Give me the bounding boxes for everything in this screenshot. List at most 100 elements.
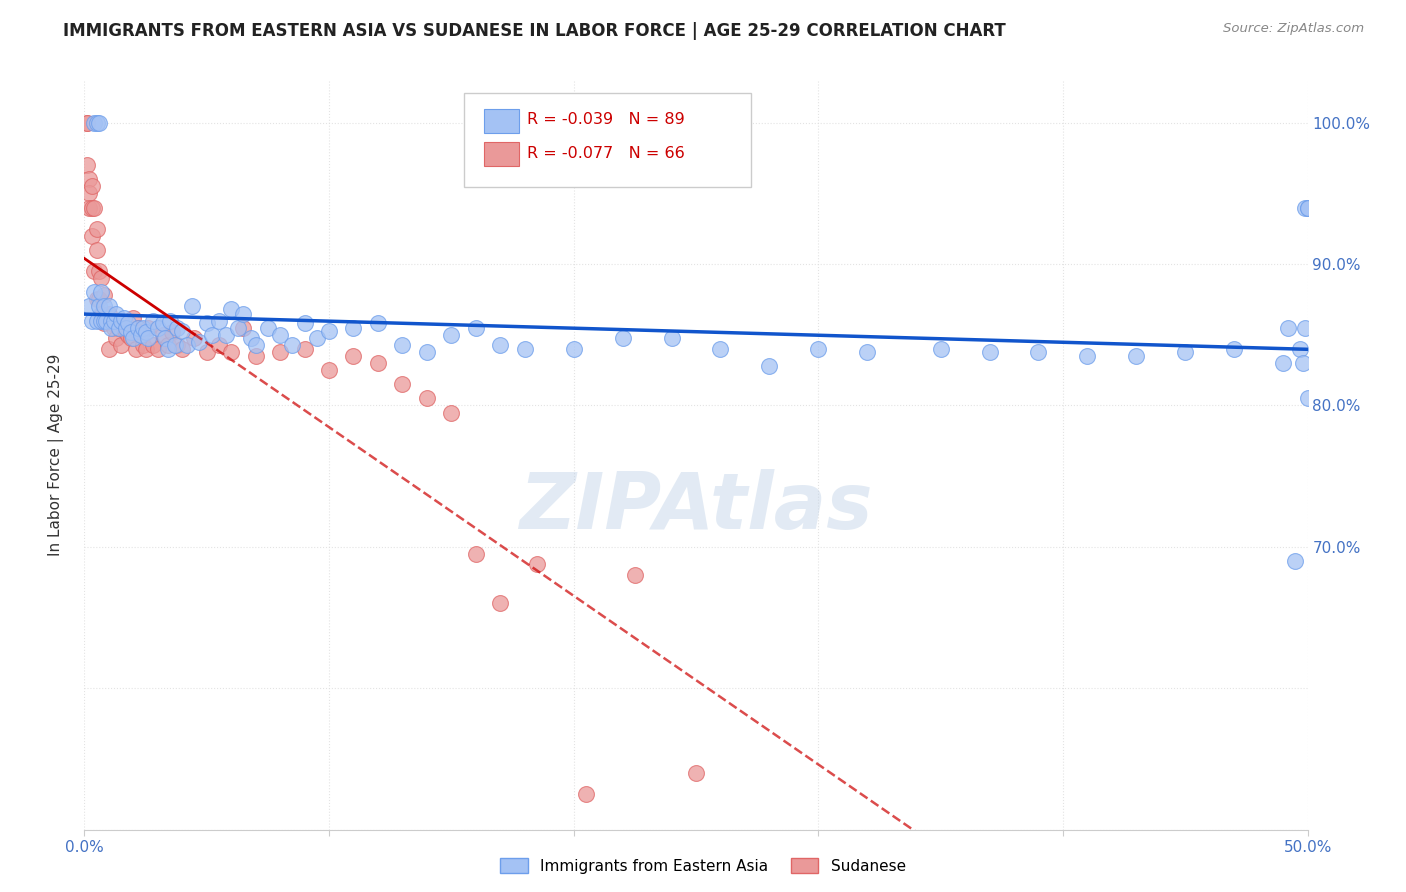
Point xyxy=(87,300,110,314)
Point xyxy=(129,325,152,339)
Point xyxy=(83,264,105,278)
Point xyxy=(1289,342,1312,356)
Point xyxy=(305,330,328,344)
Text: R = -0.077   N = 66: R = -0.077 N = 66 xyxy=(527,146,685,161)
Point xyxy=(391,377,413,392)
Point xyxy=(215,327,238,342)
FancyBboxPatch shape xyxy=(464,93,751,186)
Point xyxy=(153,330,176,344)
Point xyxy=(159,313,181,327)
Point xyxy=(758,359,780,373)
Point xyxy=(342,320,364,334)
Point xyxy=(181,300,204,314)
Point xyxy=(464,547,486,561)
Point xyxy=(120,325,142,339)
Point xyxy=(93,317,115,331)
Point xyxy=(166,320,188,334)
Point xyxy=(83,116,105,130)
Point xyxy=(188,334,211,349)
Point xyxy=(513,342,536,356)
Point xyxy=(1296,201,1319,215)
Point xyxy=(1294,201,1316,215)
Point xyxy=(77,186,100,201)
Point xyxy=(77,300,100,314)
Point xyxy=(318,363,340,377)
Point xyxy=(1294,320,1316,334)
Point xyxy=(440,327,463,342)
Point xyxy=(1292,356,1315,370)
Legend: Immigrants from Eastern Asia, Sudanese: Immigrants from Eastern Asia, Sudanese xyxy=(494,852,912,880)
Point xyxy=(166,337,188,351)
Point xyxy=(440,405,463,419)
Y-axis label: In Labor Force | Age 25-29: In Labor Force | Age 25-29 xyxy=(48,354,63,556)
Point xyxy=(195,317,218,331)
Point xyxy=(90,307,112,321)
Point xyxy=(127,320,149,334)
Point xyxy=(163,337,186,351)
Point xyxy=(100,320,122,334)
Point xyxy=(136,320,159,334)
Point xyxy=(146,320,169,334)
Point xyxy=(117,317,139,331)
Point xyxy=(367,356,389,370)
Point xyxy=(97,342,120,356)
Point xyxy=(80,201,103,215)
Point xyxy=(1284,554,1306,568)
Point xyxy=(294,317,316,331)
Point xyxy=(979,344,1001,359)
Point xyxy=(807,342,830,356)
Point xyxy=(709,342,731,356)
Point xyxy=(86,116,108,130)
Point xyxy=(208,337,231,351)
Point xyxy=(110,337,132,351)
Point xyxy=(83,201,105,215)
Point xyxy=(76,116,98,130)
Point xyxy=(86,221,108,235)
Point xyxy=(152,327,174,342)
Point xyxy=(416,392,439,406)
Bar xyxy=(484,143,519,167)
Point xyxy=(183,330,205,344)
Point xyxy=(245,349,267,363)
Point xyxy=(80,313,103,327)
Point xyxy=(232,307,254,321)
Point xyxy=(269,327,291,342)
Point xyxy=(129,327,152,342)
Point xyxy=(142,313,165,327)
Point xyxy=(281,337,304,351)
Point xyxy=(526,557,548,571)
Point xyxy=(152,317,174,331)
Point xyxy=(156,337,179,351)
Point xyxy=(1296,201,1319,215)
Point xyxy=(90,271,112,285)
Point xyxy=(156,342,179,356)
Point xyxy=(228,320,250,334)
Point xyxy=(97,300,120,314)
Point xyxy=(100,313,122,327)
Point xyxy=(146,342,169,356)
Point xyxy=(929,342,952,356)
Point xyxy=(172,342,194,356)
Point xyxy=(112,310,135,325)
Point xyxy=(142,337,165,351)
Point xyxy=(86,293,108,307)
Point xyxy=(135,342,157,356)
Point xyxy=(1028,344,1050,359)
Point xyxy=(90,313,112,327)
Point xyxy=(208,313,231,327)
Point xyxy=(575,787,598,801)
Point xyxy=(93,300,115,314)
Point xyxy=(87,116,110,130)
Text: ZIPAtlas: ZIPAtlas xyxy=(519,469,873,545)
Point xyxy=(132,337,155,351)
Point xyxy=(105,307,128,321)
Point xyxy=(342,349,364,363)
Point xyxy=(489,596,512,610)
Point xyxy=(117,327,139,342)
Point xyxy=(367,317,389,331)
Point xyxy=(100,317,122,331)
Point xyxy=(103,313,125,327)
Point xyxy=(1174,344,1197,359)
Point xyxy=(107,320,129,334)
Point xyxy=(245,337,267,351)
